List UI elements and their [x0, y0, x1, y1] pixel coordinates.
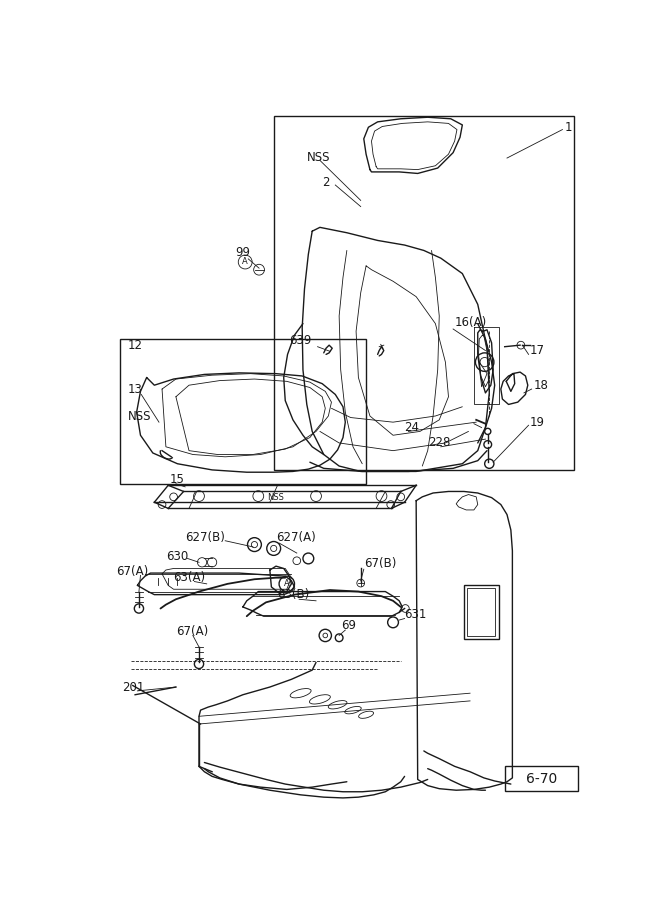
Text: 627(B): 627(B) — [185, 531, 225, 544]
Text: 13: 13 — [127, 382, 142, 396]
Text: 69: 69 — [341, 619, 356, 632]
Text: NSS: NSS — [307, 151, 330, 164]
Text: 24: 24 — [405, 421, 420, 434]
Text: 228: 228 — [428, 436, 450, 449]
Bar — [119, 339, 366, 484]
Text: 63(B): 63(B) — [277, 588, 309, 601]
Text: 1: 1 — [565, 121, 572, 134]
Text: 6-70: 6-70 — [526, 771, 557, 786]
Text: 17: 17 — [530, 344, 545, 357]
Bar — [505, 767, 578, 791]
Text: 18: 18 — [533, 379, 548, 392]
Text: 19: 19 — [530, 416, 545, 428]
Text: NSS: NSS — [267, 493, 284, 502]
Bar — [467, 589, 496, 636]
Text: 63(A): 63(A) — [173, 572, 205, 584]
Bar — [273, 116, 574, 470]
Text: 15: 15 — [169, 472, 185, 486]
Text: 630: 630 — [166, 550, 188, 562]
Text: A: A — [242, 257, 248, 266]
Text: A: A — [284, 580, 289, 589]
Text: 12: 12 — [127, 338, 142, 352]
Text: 627(A): 627(A) — [276, 531, 315, 544]
Text: 99: 99 — [235, 247, 250, 259]
Text: NSS: NSS — [127, 410, 151, 422]
Text: 67(A): 67(A) — [116, 565, 148, 578]
Text: 67(A): 67(A) — [176, 626, 208, 638]
Text: 16(A): 16(A) — [455, 316, 487, 328]
Bar — [464, 585, 498, 639]
Text: 631: 631 — [405, 608, 427, 621]
Text: 201: 201 — [122, 680, 144, 694]
Text: 639: 639 — [289, 334, 311, 347]
Text: 2: 2 — [322, 176, 329, 189]
Text: 67(B): 67(B) — [364, 557, 396, 571]
